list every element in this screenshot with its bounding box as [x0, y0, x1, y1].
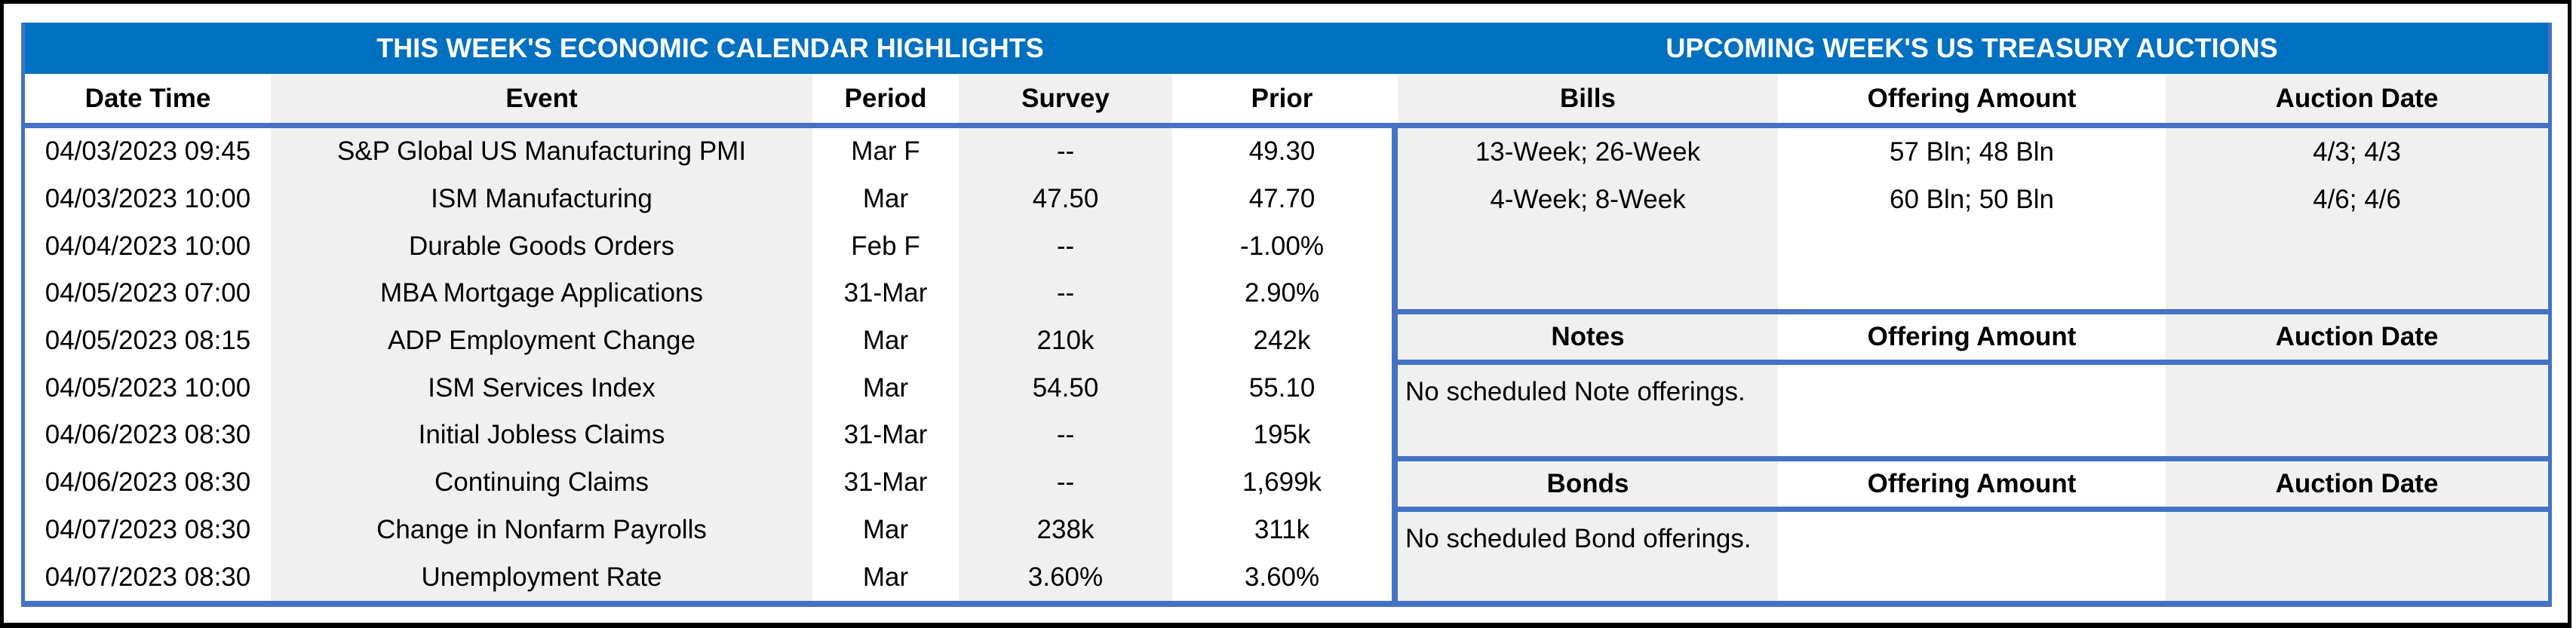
cell-event: Durable Goods Orders: [408, 231, 675, 261]
header-divider-line: [25, 123, 2548, 128]
notes-empty-row: No scheduled Note offerings.: [1398, 365, 2548, 456]
col-header-notes-auction-date: Auction Date: [2275, 322, 2439, 351]
cell-prior: 242k: [1253, 326, 1311, 356]
cell-bill-offering-amount: 57 Bln; 48 Bln: [1890, 136, 2054, 167]
auctions-body: 13-Week; 26-Week 57 Bln; 48 Bln 4/3; 4/3…: [1398, 128, 2548, 601]
cell-prior: 49.30: [1248, 136, 1316, 167]
notes-header-row: Notes Offering Amount Auction Date: [1398, 314, 2548, 360]
col-header-bills-offering-amount: Offering Amount: [1867, 83, 2077, 113]
cell-survey: 210k: [1036, 326, 1095, 356]
cell-bill-security: 13-Week; 26-Week: [1475, 136, 1701, 167]
col-header-bills-auction-date: Auction Date: [2166, 74, 2548, 123]
cell-survey: 238k: [1036, 514, 1095, 544]
bonds-empty-row: No scheduled Bond offerings.: [1398, 512, 2548, 601]
cell-date-time: 04/06/2023 08:30: [45, 467, 251, 498]
cell-event: ISM Manufacturing: [431, 184, 652, 214]
cell-survey: --: [1056, 278, 1075, 308]
header-spacer: [1392, 74, 1398, 123]
cell-date-time: 04/06/2023 08:30: [45, 420, 251, 450]
cell-date-time: 04/03/2023 10:00: [45, 184, 251, 214]
calendar-body: 04/03/2023 09:45 S&P Global US Manufactu…: [25, 128, 1392, 601]
cell-period: Mar: [862, 372, 909, 403]
bonds-header-row: Bonds Offering Amount Auction Date: [1398, 461, 2548, 507]
cell-survey: --: [1056, 231, 1075, 261]
col-header-prior: Prior: [1251, 83, 1313, 113]
col-header-bills: Bills: [1398, 74, 1778, 123]
notes-empty-message: No scheduled Note offerings.: [1405, 377, 1745, 406]
cell-date-time: 04/03/2023 09:45: [45, 136, 251, 167]
cell-bill-security: 4-Week; 8-Week: [1490, 184, 1686, 214]
cell-survey: --: [1056, 420, 1075, 450]
cell-date-time: 04/05/2023 07:00: [45, 278, 251, 308]
col-header-notes-offering-amount: Offering Amount: [1867, 322, 2077, 351]
col-header-event: Event: [271, 74, 812, 123]
cell-bill-offering-amount: 60 Bln; 50 Bln: [1890, 184, 2054, 214]
col-header-period: Period: [844, 83, 927, 113]
cell-period: Mar: [862, 562, 909, 592]
calendar-title: THIS WEEK'S ECONOMIC CALENDAR HIGHLIGHTS: [376, 32, 1044, 63]
col-header-date-time: Date Time: [84, 83, 211, 113]
title-bar: THIS WEEK'S ECONOMIC CALENDAR HIGHLIGHTS…: [25, 23, 2548, 74]
col-header-notes: Notes: [1551, 322, 1625, 351]
cell-survey: 3.60%: [1027, 562, 1104, 592]
report-table: THIS WEEK'S ECONOMIC CALENDAR HIGHLIGHTS…: [21, 23, 2552, 607]
cell-bill-auction-date: 4/3; 4/3: [2313, 136, 2401, 167]
bonds-empty-message: No scheduled Bond offerings.: [1405, 524, 1752, 553]
cell-prior: 1,699k: [1242, 467, 1322, 498]
cell-survey: 54.50: [1032, 372, 1099, 403]
section-divider-line: [1392, 128, 1398, 601]
cell-period: Mar: [862, 514, 909, 544]
notes-top-line: [1398, 309, 2548, 314]
cell-date-time: 04/07/2023 08:30: [45, 562, 251, 592]
cell-period: Mar: [862, 326, 909, 356]
cell-date-time: 04/05/2023 10:00: [45, 372, 251, 403]
cell-date-time: 04/04/2023 10:00: [45, 231, 251, 261]
col-header-bonds: Bonds: [1546, 469, 1629, 498]
notes-header-divider-line: [1398, 360, 2548, 365]
bonds-header-divider-line: [1398, 507, 2548, 512]
cell-period: 31-Mar: [843, 278, 928, 308]
cell-period: 31-Mar: [843, 420, 928, 450]
cell-event: Unemployment Rate: [421, 562, 662, 592]
cell-event: S&P Global US Manufacturing PMI: [336, 136, 747, 167]
auctions-title: UPCOMING WEEK'S US TREASURY AUCTIONS: [1666, 32, 2278, 63]
bills-empty-area: [1398, 223, 2548, 309]
cell-period: Feb F: [851, 231, 920, 261]
cell-survey: --: [1056, 467, 1075, 498]
cell-date-time: 04/07/2023 08:30: [45, 514, 251, 544]
cell-prior: 3.60%: [1244, 562, 1320, 592]
col-header-bonds-auction-date: Auction Date: [2275, 469, 2439, 498]
cell-prior: 311k: [1254, 514, 1310, 544]
cell-prior: 195k: [1253, 420, 1311, 450]
cell-event: MBA Mortgage Applications: [379, 278, 703, 308]
cell-prior: -1.00%: [1240, 231, 1324, 261]
cell-event: ISM Services Index: [428, 372, 656, 403]
cell-bill-auction-date: 4/6; 4/6: [2313, 184, 2401, 214]
cell-prior: 47.70: [1248, 184, 1316, 214]
bonds-top-line: [1398, 456, 2548, 461]
cell-event: Continuing Claims: [434, 467, 649, 498]
cell-prior: 55.10: [1248, 372, 1316, 403]
cell-survey: 47.50: [1032, 184, 1099, 214]
cell-event: Change in Nonfarm Payrolls: [376, 514, 707, 544]
cell-period: 31-Mar: [843, 467, 928, 498]
cell-period: Mar F: [851, 136, 920, 167]
cell-survey: --: [1056, 136, 1075, 167]
cell-date-time: 04/05/2023 08:15: [45, 326, 251, 356]
col-header-bonds-offering-amount: Offering Amount: [1867, 469, 2077, 498]
cell-prior: 2.90%: [1244, 278, 1320, 308]
bills-rows: 13-Week; 26-Week 57 Bln; 48 Bln 4/3; 4/3…: [1398, 128, 2548, 223]
column-header-row: Date Time Event Period Survey Prior Bill…: [25, 74, 2548, 123]
cell-period: Mar: [862, 184, 909, 214]
cell-event: ADP Employment Change: [388, 326, 695, 356]
cell-event: Initial Jobless Claims: [418, 420, 665, 450]
col-header-survey: Survey: [959, 74, 1172, 123]
table-body: 04/03/2023 09:45 S&P Global US Manufactu…: [25, 128, 2548, 601]
